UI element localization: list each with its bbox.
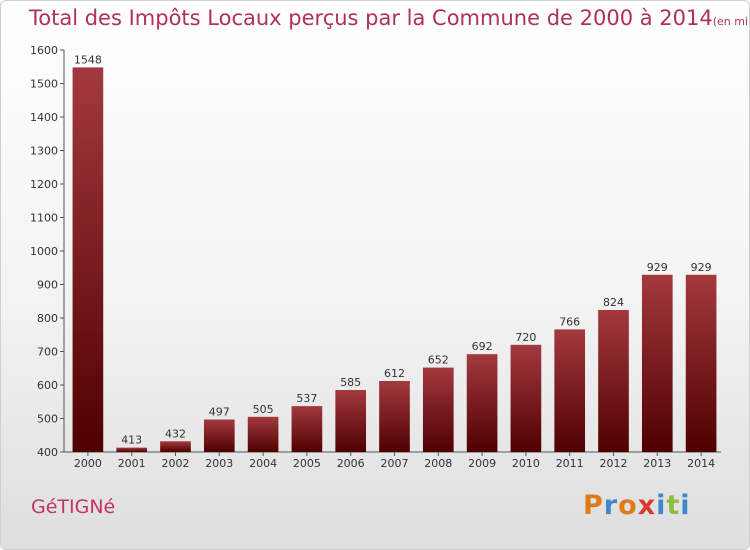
proxiti-logo[interactable]: Proxiti (583, 490, 691, 521)
commune-name: GéTIGNé (31, 496, 116, 518)
data-label-2007: 612 (384, 367, 405, 380)
data-label-2004: 505 (253, 403, 274, 416)
y-tick-label: 1000 (30, 245, 58, 258)
data-label-2002: 432 (165, 427, 186, 440)
bar-2001 (116, 447, 148, 452)
y-tick-label: 1200 (30, 178, 58, 191)
bar-2006 (335, 390, 367, 452)
logo-letter: x (637, 490, 657, 521)
data-label-2006: 585 (340, 376, 361, 389)
bar-2014 (685, 274, 717, 452)
logo-letter: i (656, 490, 667, 521)
x-tick-label-2014: 2014 (687, 457, 715, 470)
x-tick-label-2000: 2000 (74, 457, 102, 470)
data-label-2005: 537 (296, 392, 317, 405)
bar-2003 (203, 419, 235, 452)
chart-data-labels: 1548 413 432 497 505 537 585 612 652 692 720 766 824… (74, 53, 712, 446)
title-text: Total des Impôts Locaux perçus par la Co… (29, 6, 713, 30)
x-tick-label-2009: 2009 (468, 457, 496, 470)
x-tick-label-2012: 2012 (600, 457, 628, 470)
x-tick-label-2002: 2002 (162, 457, 190, 470)
data-label-2012: 824 (603, 296, 624, 309)
data-label-2003: 497 (209, 406, 230, 419)
data-label-2014: 929 (691, 261, 712, 274)
y-tick-label: 900 (37, 279, 58, 292)
y-tick-label: 1100 (30, 212, 58, 225)
data-label-2008: 652 (428, 354, 449, 367)
y-tick-label: 1300 (30, 145, 58, 158)
x-tick-label-2011: 2011 (556, 457, 584, 470)
x-tick-label-2010: 2010 (512, 457, 540, 470)
data-label-2013: 929 (647, 261, 668, 274)
x-tick-label-2005: 2005 (293, 457, 321, 470)
y-tick-label: 600 (37, 379, 58, 392)
data-label-2009: 692 (472, 340, 493, 353)
y-tick-label: 1600 (30, 44, 58, 57)
bar-2013 (641, 274, 673, 452)
x-tick-label-2001: 2001 (118, 457, 146, 470)
data-label-2011: 766 (559, 315, 580, 328)
y-tick-label: 700 (37, 346, 58, 359)
unit-text: (en milliers d'€) (712, 15, 749, 28)
data-label-2010: 720 (515, 331, 536, 344)
y-tick-label: 1400 (30, 111, 58, 124)
logo-letter: P (583, 490, 604, 521)
data-label-2000: 1548 (74, 53, 102, 66)
logo-letter: t (666, 490, 681, 521)
x-tick-label-2013: 2013 (643, 457, 671, 470)
bar-2002 (160, 441, 191, 452)
logo-letter: o (618, 490, 638, 521)
y-tick-label: 1500 (30, 78, 58, 91)
x-tick-label-2008: 2008 (424, 457, 452, 470)
bar-2008 (422, 367, 454, 452)
chart-title: Total des Impôts Locaux perçus par la Co… (29, 6, 749, 30)
logo-letter: r (603, 490, 619, 521)
bar-2004 (247, 416, 279, 452)
chart-axes: 400 500 600 700 800 900 1000 1100 1200 1300 1400 15… (30, 44, 721, 470)
data-label-2001: 413 (121, 434, 142, 447)
x-tick-label-2007: 2007 (381, 457, 409, 470)
x-tick-label-2003: 2003 (205, 457, 233, 470)
bar-2009 (466, 354, 498, 452)
bar-2012 (598, 309, 629, 452)
chart-bars (72, 67, 717, 453)
x-tick-label-2006: 2006 (337, 457, 365, 470)
bar-2000 (72, 67, 104, 453)
bar-2010 (510, 344, 542, 452)
logo-letter: i (680, 490, 691, 521)
bar-2007 (379, 380, 410, 452)
bar-2005 (291, 406, 323, 452)
y-tick-label: 800 (37, 312, 58, 325)
y-tick-label: 400 (37, 446, 58, 459)
y-tick-label: 500 (37, 413, 58, 426)
bar-2011 (554, 329, 586, 452)
x-tick-label-2004: 2004 (249, 457, 277, 470)
